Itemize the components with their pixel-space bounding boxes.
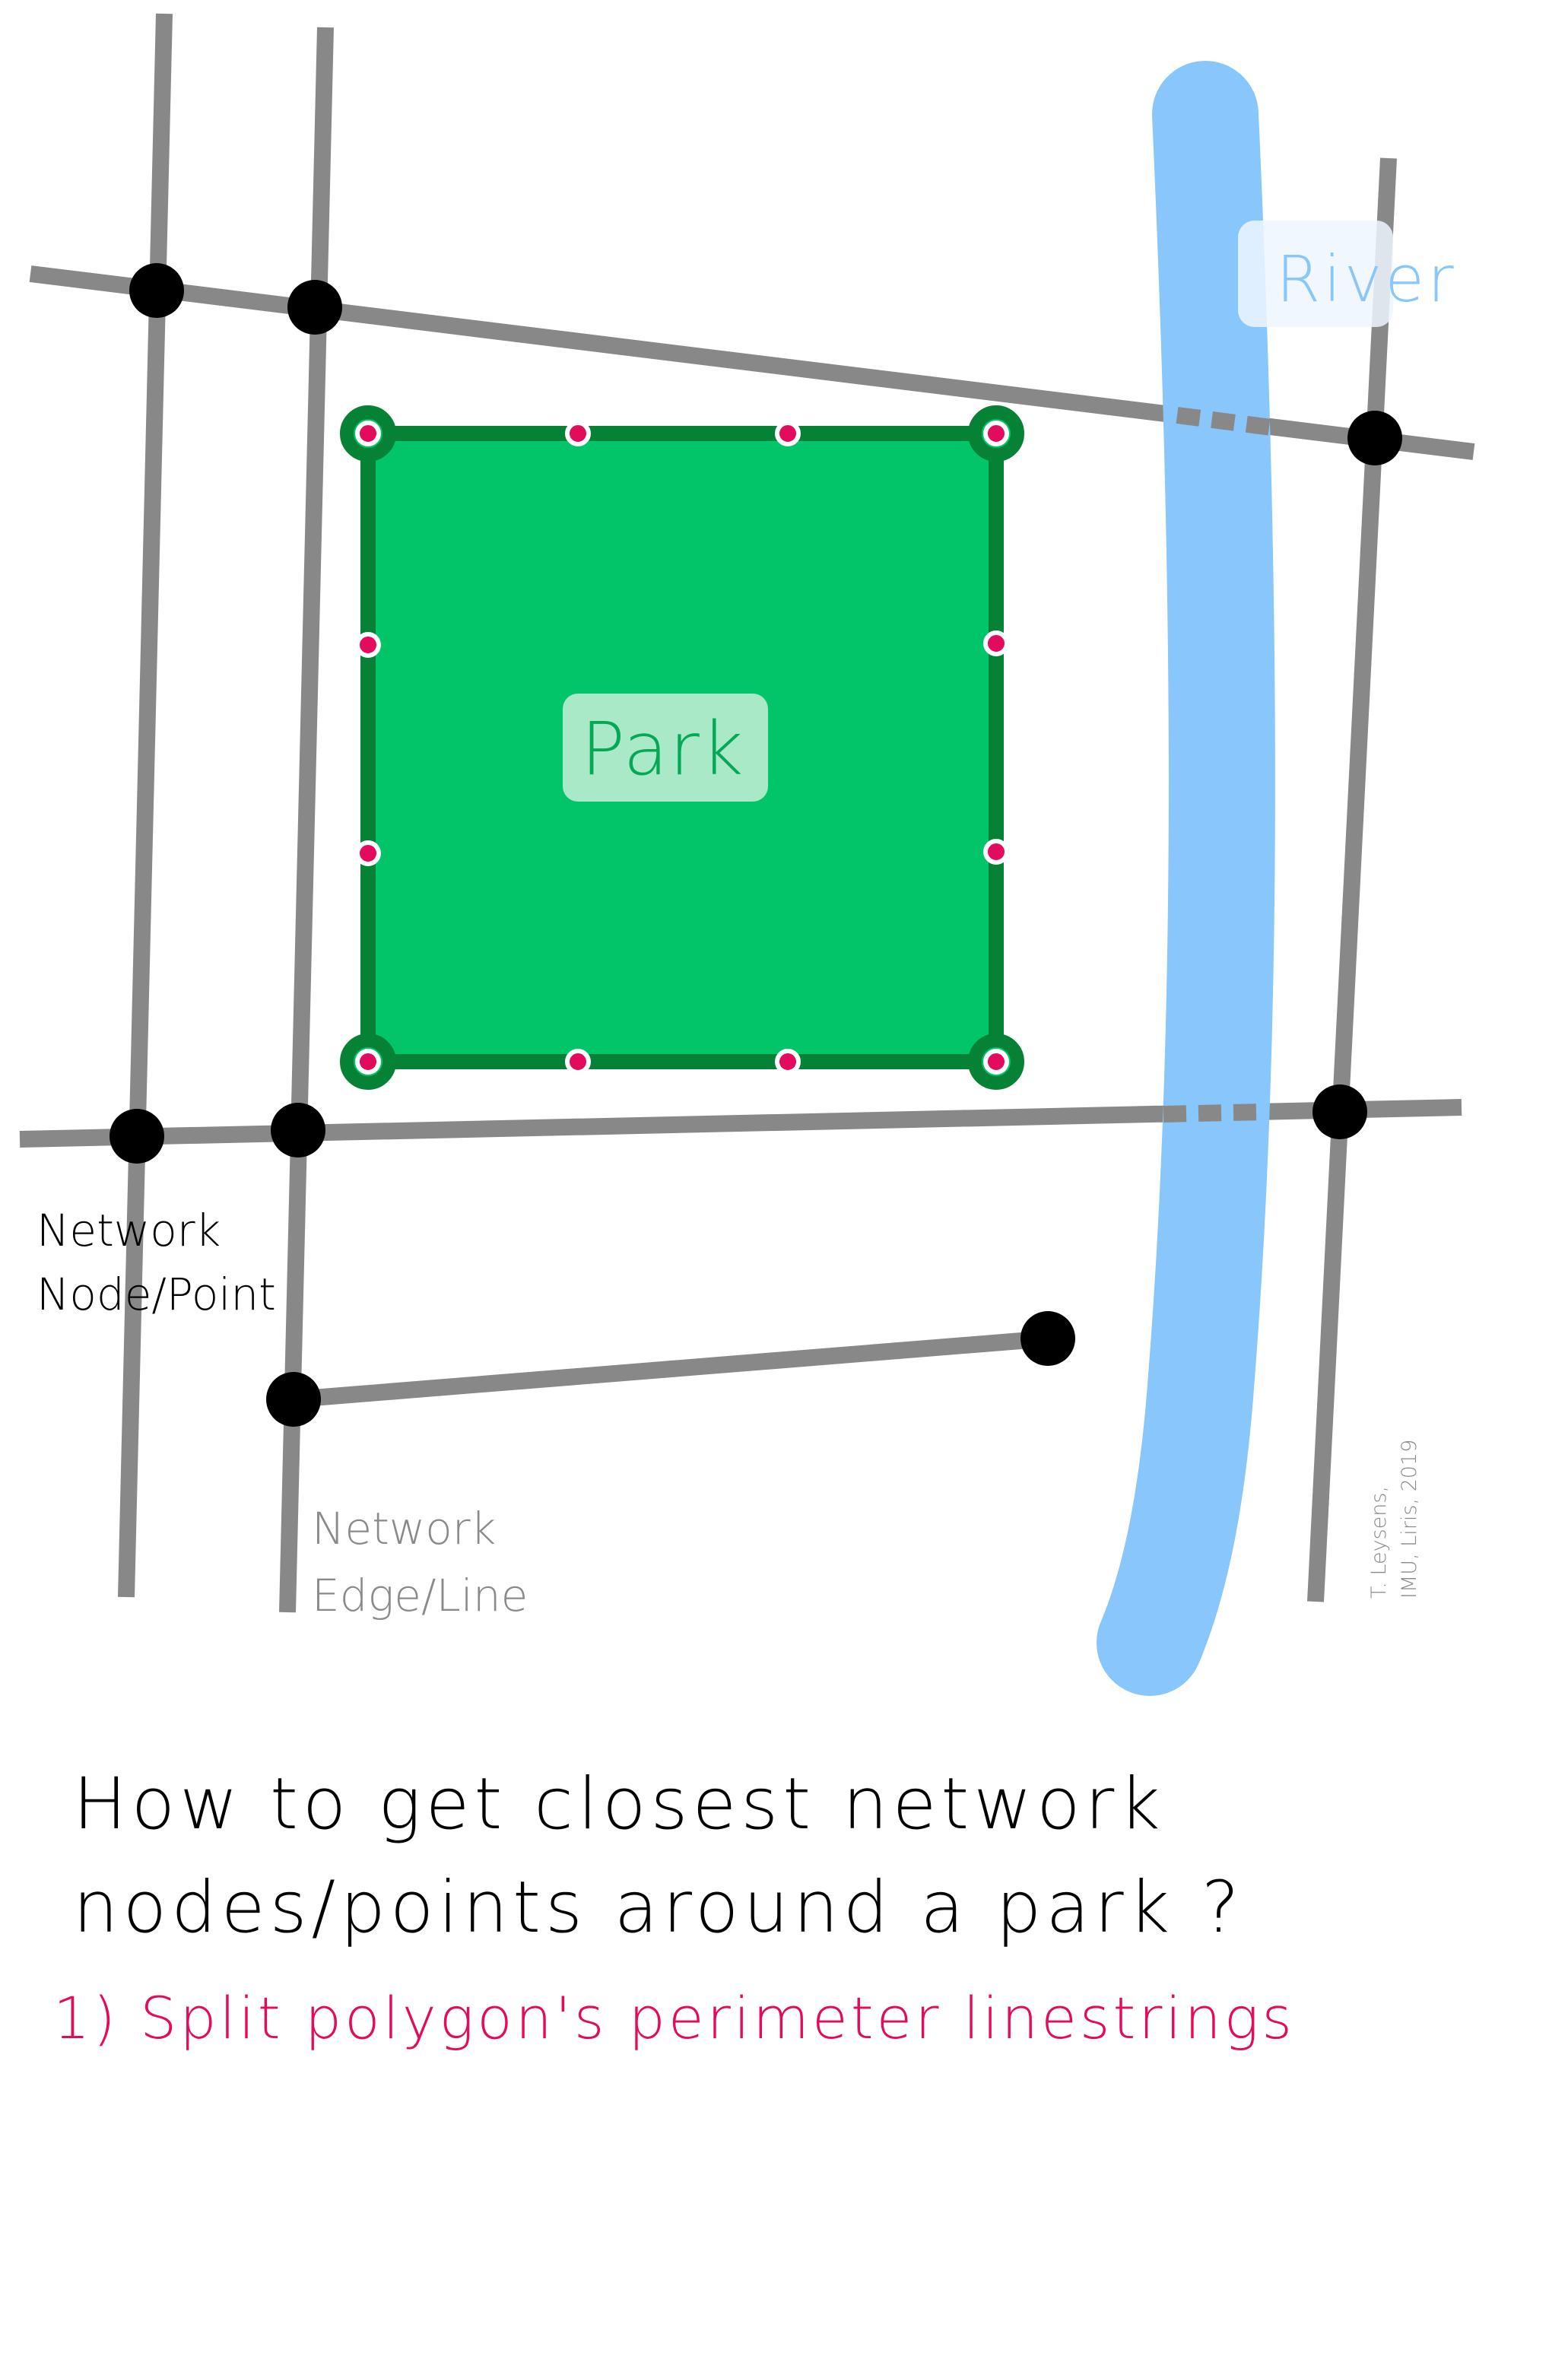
split-point <box>355 840 381 866</box>
split-point <box>355 421 381 446</box>
bridge-bottom <box>1163 1104 1263 1123</box>
split-point <box>565 421 591 446</box>
network-node <box>287 280 342 335</box>
network-nodes <box>110 263 1402 1427</box>
split-point <box>983 421 1009 446</box>
network-edge-label-line2: Edge/Line <box>312 1570 528 1621</box>
river-label: River <box>1276 242 1457 316</box>
network-node-label-line1: Network <box>37 1205 221 1256</box>
network-node <box>266 1372 321 1427</box>
split-point <box>565 1049 591 1075</box>
network-node <box>110 1109 164 1164</box>
river-label-background <box>1238 221 1393 327</box>
river <box>1097 61 1275 1696</box>
credit: T. Leysens, IMU, Liris, 2019 <box>1367 1440 1421 1599</box>
bridge-top <box>1176 407 1273 436</box>
network-node <box>1347 411 1402 465</box>
split-point <box>775 421 801 446</box>
network-node <box>129 263 184 318</box>
split-point <box>983 630 1009 656</box>
credit-line1: T. Leysens, <box>1367 1486 1391 1599</box>
split-point <box>355 632 381 658</box>
network-node-label-line2: Node/Point <box>37 1269 276 1320</box>
network-node <box>271 1103 325 1158</box>
step-1-text: 1) Split polygon's perimeter linestrings <box>53 1984 1295 2052</box>
split-point <box>355 1049 381 1075</box>
network-node <box>1312 1084 1367 1139</box>
bridges <box>1163 407 1273 1123</box>
network-edge-label-line1: Network <box>312 1503 496 1554</box>
question-line2: nodes/points around a park ? <box>73 1866 1244 1949</box>
split-point <box>983 839 1009 865</box>
perimeter-split-points <box>355 421 1009 1075</box>
split-point <box>775 1049 801 1075</box>
question-line1: How to get closest network <box>73 1763 1165 1846</box>
split-point <box>983 1049 1009 1075</box>
park-label-background <box>563 694 768 802</box>
park-label: Park <box>581 707 744 792</box>
network-node <box>1020 1311 1075 1366</box>
road-vertical-left <box>118 13 173 1598</box>
credit-line2: IMU, Liris, 2019 <box>1398 1440 1421 1599</box>
road-vertical-right <box>1307 157 1397 1602</box>
road-dead-end <box>293 1330 1050 1408</box>
